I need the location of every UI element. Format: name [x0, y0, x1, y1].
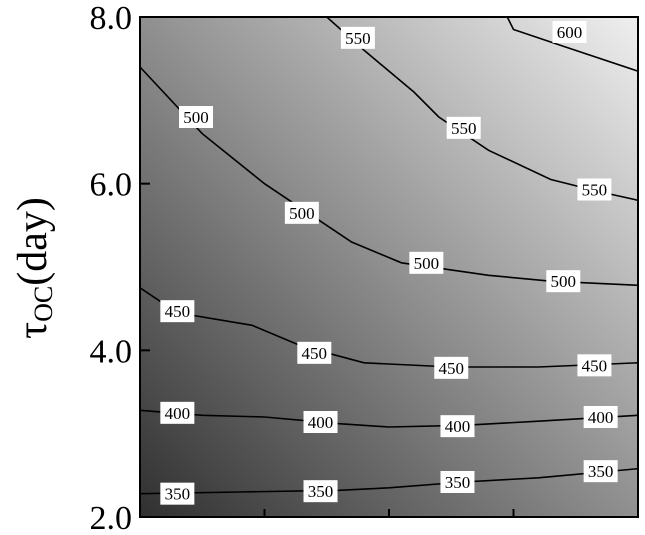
contour-label-text: 450	[165, 302, 191, 321]
contour-label-text: 450	[439, 359, 465, 378]
contour-label: 400	[160, 401, 195, 424]
contour-label-background	[160, 401, 195, 424]
contour-label-background	[552, 21, 587, 43]
contour-label-background	[440, 471, 475, 493]
y-tick-label: 6.0	[90, 167, 133, 204]
contour-label-text: 550	[451, 119, 477, 138]
contour-label-background	[446, 116, 481, 139]
contour-label-text: 350	[588, 462, 614, 481]
contour-label-text: 500	[551, 272, 577, 291]
contour-line-500	[139, 66, 639, 287]
contour-label: 550	[577, 178, 612, 201]
contour-label-text: 450	[582, 356, 608, 375]
contour-labels: 350 350 350 350 400 400 400 400 450 450 450 450 500 5…	[160, 21, 618, 505]
y-tick-label: 8.0	[90, 0, 133, 37]
contour-label: 500	[409, 251, 444, 274]
contour-label-background	[284, 201, 319, 224]
contour-label-background	[160, 300, 195, 323]
y-axis-symbol: τ	[10, 322, 56, 339]
contour-line-350	[139, 467, 639, 495]
y-axis-unit: (day)	[10, 197, 56, 286]
contour-label-text: 500	[414, 254, 440, 273]
contour-label: 550	[446, 116, 481, 139]
contour-line-400	[139, 409, 639, 428]
contour-line-600	[506, 16, 639, 72]
x-axis-ticks	[139, 509, 639, 517]
contour-label-text: 400	[165, 404, 191, 423]
contour-label: 450	[297, 341, 332, 364]
contour-label: 450	[434, 356, 469, 379]
contour-label-background	[583, 406, 618, 428]
contour-label: 600	[552, 21, 587, 43]
y-tick-label: 2.0	[90, 500, 133, 535]
contour-label-text: 400	[588, 408, 614, 427]
contour-label-background	[583, 460, 618, 483]
contour-label: 350	[440, 471, 475, 493]
contour-label-text: 550	[345, 29, 371, 48]
contour-label-background	[434, 356, 469, 379]
contour-label-background	[160, 482, 195, 505]
contour-label-text: 400	[308, 413, 334, 432]
contour-label-background	[303, 411, 338, 433]
contour-label-background	[440, 415, 475, 438]
contour-label-background	[409, 251, 444, 274]
contour-label: 400	[440, 415, 475, 438]
contour-label-background	[577, 354, 612, 377]
contour-label-background	[577, 178, 612, 201]
contour-label-background	[340, 26, 375, 49]
contour-label-text: 600	[557, 23, 583, 42]
plot-area	[140, 17, 638, 517]
contour-label-background	[297, 341, 332, 364]
contour-label-text: 350	[308, 482, 334, 501]
contour-label-text: 400	[445, 417, 471, 436]
y-axis-subscript: OC	[29, 286, 58, 322]
contour-label-text: 550	[582, 181, 608, 200]
contour-label-text: 350	[445, 473, 471, 492]
y-axis-title: τOC(day)	[10, 197, 58, 339]
contour-label-text: 350	[165, 485, 191, 504]
contour-label-background	[546, 270, 581, 293]
contour-label: 500	[284, 201, 319, 224]
contour-label-text: 500	[289, 204, 315, 223]
contour-label-text: 500	[183, 108, 209, 127]
contour-label: 500	[546, 270, 581, 293]
contour-label: 450	[160, 300, 195, 323]
contour-label-background	[303, 480, 338, 503]
contour-label-background	[179, 106, 214, 128]
y-tick-label: 4.0	[90, 333, 133, 370]
contour-label: 350	[303, 480, 338, 503]
contour-label: 400	[303, 411, 338, 433]
contour-label-text: 450	[302, 344, 328, 363]
contour-label: 500	[179, 106, 214, 128]
contour-label: 350	[583, 460, 618, 483]
contour-label: 550	[340, 26, 375, 49]
contour-label: 450	[577, 354, 612, 377]
contour-label: 350	[160, 482, 195, 505]
y-axis-ticks: 2.0 4.0 6.0 8.0	[90, 0, 150, 535]
contour-label: 400	[583, 406, 618, 428]
